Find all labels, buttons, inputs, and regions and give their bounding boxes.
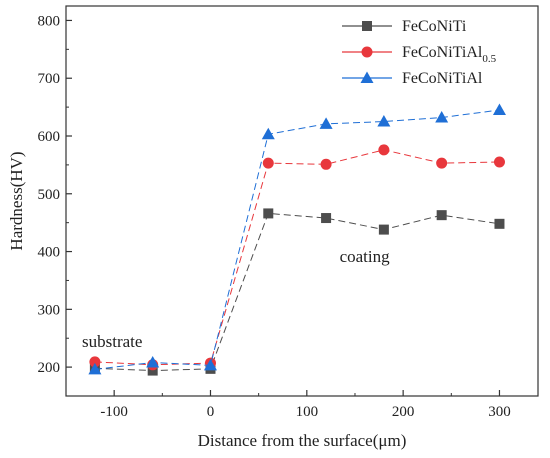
y-tick-label: 700 <box>38 71 61 87</box>
x-tick-label: 100 <box>296 404 319 420</box>
y-tick-label: 400 <box>38 245 61 261</box>
annotation-0: substrate <box>82 332 142 351</box>
data-point-1 <box>436 157 448 169</box>
series-line-0 <box>94 212 500 372</box>
legend-marker-0 <box>362 21 372 31</box>
legend-label-base: FeCoNiTi <box>402 18 467 35</box>
x-tick-label: 0 <box>207 404 215 420</box>
legend-label-1: FeCoNiTiAl0.5 <box>402 44 497 65</box>
data-point-2 <box>88 362 102 375</box>
data-point-0 <box>436 210 447 221</box>
legend-label-base: FeCoNiTiAl <box>402 44 483 61</box>
x-axis-title: Distance from the surface(μm) <box>198 431 407 450</box>
y-tick-label: 500 <box>38 187 61 203</box>
data-point-2 <box>319 117 333 129</box>
data-point-1 <box>378 144 390 156</box>
x-tick-label: 200 <box>392 404 415 420</box>
data-point-1 <box>262 157 274 169</box>
data-point-0 <box>494 218 505 229</box>
legend-marker-2 <box>360 71 374 83</box>
data-point-0 <box>147 365 158 376</box>
y-tick-label: 600 <box>38 129 61 145</box>
data-point-1 <box>89 356 101 368</box>
data-point-0 <box>263 208 274 219</box>
y-tick-label: 300 <box>38 302 61 318</box>
data-point-0 <box>378 224 389 235</box>
data-point-0 <box>321 213 332 224</box>
y-tick-label: 200 <box>38 360 61 376</box>
legend-label-0: FeCoNiTi <box>402 18 467 35</box>
data-point-1 <box>320 158 332 170</box>
data-point-2 <box>203 358 217 371</box>
legend-label-2: FeCoNiTiAl <box>402 70 483 87</box>
series-line-1 <box>94 149 500 366</box>
y-axis-title: Hardness(HV) <box>7 151 26 250</box>
data-point-2 <box>261 127 275 140</box>
legend-marker-1 <box>361 46 373 58</box>
plot-frame <box>65 5 539 397</box>
data-point-2 <box>435 111 449 123</box>
data-point-1 <box>493 156 505 168</box>
legend-label-base: FeCoNiTiAl <box>402 70 483 87</box>
y-tick-label: 800 <box>38 13 61 29</box>
series-line-2 <box>94 109 500 370</box>
data-point-2 <box>146 355 160 368</box>
legend-label-subscript: 0.5 <box>482 53 496 65</box>
data-point-2 <box>377 115 391 127</box>
data-point-2 <box>492 103 506 115</box>
plot-area: 200 300 400 500 600 700 800 -100 0 100 200 300 Dista… <box>7 5 539 450</box>
annotation-1: coating <box>340 247 391 266</box>
x-tick-label: 300 <box>488 404 511 420</box>
x-tick-label: -100 <box>100 404 128 420</box>
